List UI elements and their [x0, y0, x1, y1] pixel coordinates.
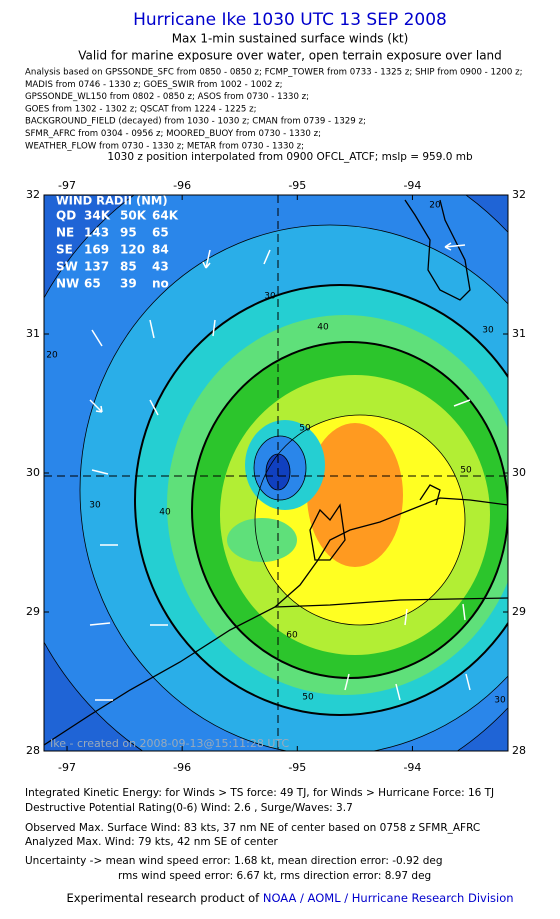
x-tick-label: -96: [173, 761, 191, 774]
analysis-line: BACKGROUND_FIELD (decayed) from 1030 - 1…: [25, 117, 366, 127]
y-tick-label: 32: [26, 188, 40, 201]
validity: Valid for marine exposure over water, op…: [78, 49, 502, 63]
contour-label: 60: [286, 631, 298, 641]
analysis-line: Analysis based on GPSSONDE_SFC from 0850…: [25, 68, 523, 78]
x-tick-label: -97: [58, 179, 76, 192]
y-tick-label: 29: [26, 605, 40, 618]
footer-line: Observed Max. Surface Wind: 83 kts, 37 n…: [25, 822, 480, 834]
radii-cell: 65: [84, 277, 101, 291]
field-band: [227, 518, 297, 562]
radii-cell: 65: [152, 226, 169, 240]
contours: [44, 195, 508, 751]
contour-label: 30: [482, 326, 494, 336]
x-tick-label: -95: [288, 761, 306, 774]
x-tick-label: -95: [288, 179, 306, 192]
footer-line: Analyzed Max. Wind: 79 kts, 42 nm SE of …: [25, 836, 279, 848]
analysis-line: MADIS from 0746 - 1330 z; GOES_SWIR from…: [25, 80, 283, 90]
radii-cell: 137: [84, 260, 109, 274]
radii-cell: 34K: [84, 209, 111, 223]
footer-line: Uncertainty -> mean wind speed error: 1.…: [25, 855, 443, 867]
y-tick-label: 28: [512, 744, 526, 757]
contour-label: 30: [494, 696, 506, 706]
analysis-line: SFMR_AFRC from 0304 - 0956 z; MOORED_BUO…: [25, 129, 321, 139]
y-tick-label: 31: [512, 327, 526, 340]
radii-cell: 39: [120, 277, 137, 291]
contour-label: 30: [89, 501, 101, 511]
radii-cell: 95: [120, 226, 137, 240]
coastline: [44, 199, 508, 746]
subtitle: Max 1-min sustained surface winds (kt): [172, 32, 409, 46]
radii-cell: NE: [56, 226, 74, 240]
footer-credit: Experimental research product of NOAA / …: [66, 891, 513, 905]
x-tick-label: -94: [403, 179, 421, 192]
x-tick-label: -96: [173, 179, 191, 192]
y-tick-label: 29: [512, 605, 526, 618]
map-credit: Ike - created on 2008-09-13@15:11:28 UTC: [50, 737, 289, 750]
radii-cell: 50K: [120, 209, 147, 223]
credit-link[interactable]: NOAA / AOML / Hurricane Research Divisio…: [263, 891, 514, 905]
radii-cell: no: [152, 277, 169, 291]
contour-label: 20: [429, 201, 441, 211]
y-tick-label: 32: [512, 188, 526, 201]
radii-cell: 143: [84, 226, 109, 240]
radii-cell: 43: [152, 260, 169, 274]
position-line: 1030 z position interpolated from 0900 O…: [107, 151, 473, 163]
radii-cell: 120: [120, 243, 145, 257]
footer-line: rms wind speed error: 6.67 kt, rms direc…: [118, 870, 431, 882]
contour-label: 40: [159, 508, 171, 518]
radii-cell: 64K: [152, 209, 179, 223]
center-crosshair: [44, 195, 508, 751]
contour-label: 20: [46, 351, 58, 361]
x-tick-label: -94: [403, 761, 421, 774]
analysis-line: GPSSONDE_WL150 from 0802 - 0850 z; ASOS …: [25, 92, 309, 102]
title: Hurricane Ike 1030 UTC 13 SEP 2008: [133, 10, 447, 30]
radii-cell: SE: [56, 243, 73, 257]
radii-cell: SW: [56, 260, 78, 274]
radii-cell: 169: [84, 243, 109, 257]
radii-cell: NW: [56, 277, 79, 291]
credit-prefix: Experimental research product of: [66, 891, 260, 905]
contour-label: 50: [460, 466, 472, 476]
contour-label: 50: [299, 424, 311, 434]
contour-label: 50: [302, 693, 314, 703]
radii-cell: QD: [56, 209, 76, 223]
x-tick-label: -97: [58, 761, 76, 774]
radii-cell: 85: [120, 260, 137, 274]
contour-label: 40: [317, 323, 329, 333]
contour-label: 30: [264, 292, 276, 302]
radii-cell: 84: [152, 243, 169, 257]
footer-line: Destructive Potential Rating(0-6) Wind: …: [25, 802, 353, 814]
footer-line: Integrated Kinetic Energy: for Winds > T…: [25, 787, 494, 799]
wind-arrows: [89, 242, 471, 701]
wind-field: [44, 195, 508, 751]
radii-title: WIND RADII (NM): [56, 194, 168, 208]
y-tick-label: 30: [26, 466, 40, 479]
field-band: [307, 423, 403, 567]
y-tick-label: 30: [512, 466, 526, 479]
analysis-line: GOES from 1302 - 1302 z; QSCAT from 1224…: [25, 104, 257, 114]
analysis-line: WEATHER_FLOW from 0730 - 1330 z; METAR f…: [25, 141, 304, 151]
y-tick-label: 28: [26, 744, 40, 757]
y-tick-label: 31: [26, 327, 40, 340]
